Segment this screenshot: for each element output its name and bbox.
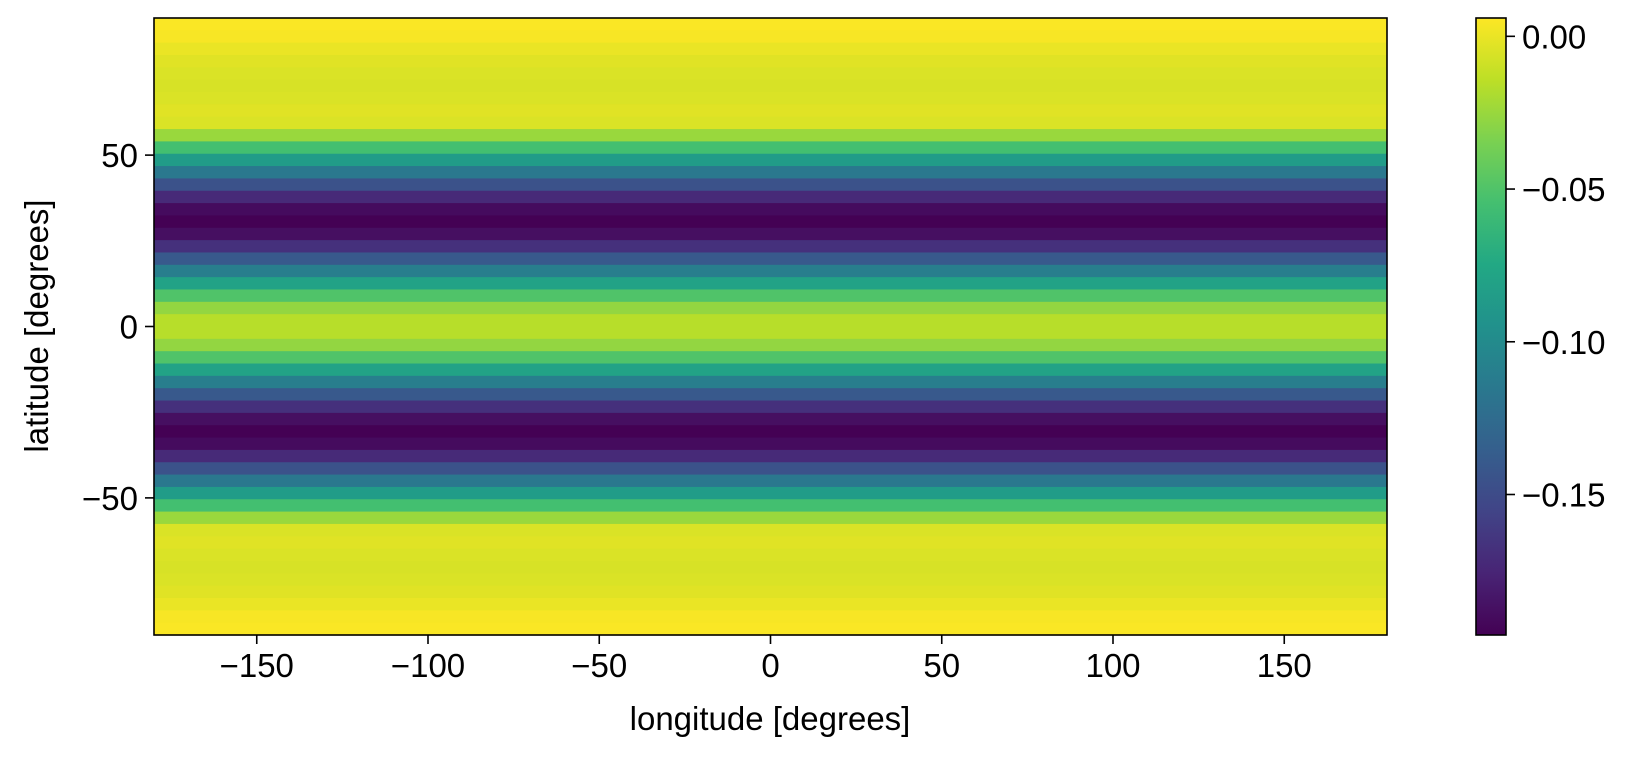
heatmap-bands — [154, 18, 1387, 636]
colorbar-ticks: 0.00 −0.05 −0.10 −0.15 — [1506, 18, 1606, 513]
x-tick-label: 150 — [1257, 647, 1312, 684]
colorbar-tick-label: −0.05 — [1522, 171, 1606, 208]
colorbar — [1475, 17, 1507, 636]
heatmap-band — [154, 560, 1387, 574]
heatmap-band — [154, 67, 1387, 81]
heatmap-band — [154, 449, 1387, 463]
heatmap-band — [154, 190, 1387, 204]
heatmap-band — [154, 585, 1387, 599]
x-tick-label: −150 — [220, 647, 294, 684]
heatmap-band — [154, 375, 1387, 389]
y-tick-label: 50 — [101, 137, 138, 174]
colorbar-tick-label: −0.10 — [1522, 324, 1606, 361]
heatmap-band — [154, 474, 1387, 488]
heatmap-band — [154, 166, 1387, 180]
heatmap-band — [154, 301, 1387, 315]
heatmap-band — [154, 437, 1387, 451]
heatmap-band — [154, 129, 1387, 142]
heatmap-band — [154, 597, 1387, 611]
heatmap-band — [154, 314, 1387, 328]
heatmap-band — [154, 511, 1387, 525]
heatmap-band — [154, 18, 1387, 31]
x-tick-label: 100 — [1085, 647, 1140, 684]
heatmap-band — [154, 240, 1387, 254]
heatmap-band — [154, 462, 1387, 476]
y-axis-ticks: 50 0 −50 — [82, 137, 154, 517]
heatmap-band — [154, 622, 1387, 636]
x-axis-title: longitude [degrees] — [630, 700, 911, 737]
heatmap-band — [154, 203, 1387, 217]
heatmap-band — [154, 30, 1387, 44]
heatmap-band — [154, 141, 1387, 155]
x-tick-label: 50 — [923, 647, 960, 684]
heatmap-band — [154, 277, 1387, 291]
x-tick-label: −50 — [571, 647, 627, 684]
heatmap-band — [154, 252, 1387, 266]
x-axis-ticks: −150 −100 −50 0 50 100 150 — [220, 635, 1312, 684]
heatmap-band — [154, 55, 1387, 68]
heatmap-band — [154, 215, 1387, 229]
heatmap-band — [154, 400, 1387, 414]
heatmap-band — [154, 351, 1387, 365]
heatmap-band — [154, 116, 1387, 130]
heatmap-band — [154, 523, 1387, 537]
colorbar-tick-label: 0.00 — [1522, 18, 1586, 55]
y-axis-title: latitude [degrees] — [18, 199, 55, 452]
y-tick-label: 0 — [120, 309, 138, 346]
heatmap-band — [154, 326, 1387, 340]
heatmap-band — [154, 412, 1387, 426]
heatmap-band — [154, 499, 1387, 513]
heatmap-band — [154, 548, 1387, 562]
x-tick-label: 0 — [761, 647, 779, 684]
heatmap-band — [154, 178, 1387, 192]
heatmap-band — [154, 79, 1387, 93]
heatmap-band — [154, 42, 1387, 56]
heatmap-band — [154, 264, 1387, 278]
heatmap-band — [154, 338, 1387, 352]
heatmap-band — [154, 388, 1387, 402]
colorbar-tick-label: −0.15 — [1522, 476, 1606, 513]
heatmap-band — [154, 153, 1387, 167]
heatmap-band — [154, 486, 1387, 500]
heatmap-band — [154, 610, 1387, 624]
heatmap-band — [154, 92, 1387, 105]
heatmap-band — [154, 573, 1387, 587]
heatmap-band — [154, 104, 1387, 118]
heatmap-band — [154, 363, 1387, 377]
y-tick-label: −50 — [82, 480, 138, 517]
heatmap-band — [154, 227, 1387, 241]
x-tick-label: −100 — [391, 647, 465, 684]
heatmap-band — [154, 425, 1387, 439]
heatmap-band — [154, 536, 1387, 550]
heatmap-band — [154, 289, 1387, 303]
